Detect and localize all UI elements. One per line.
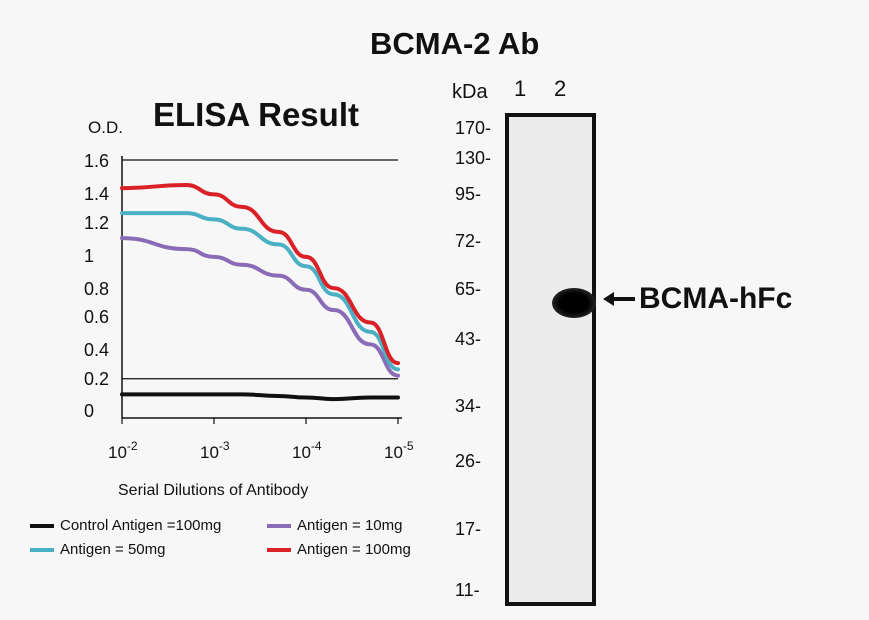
legend-item-50mg: Antigen = 50mg (30, 541, 166, 558)
mw-marker-43: 43- (455, 329, 482, 349)
kda-label: kDa (452, 81, 488, 103)
y-tick-label: 0.2 (84, 369, 109, 389)
series-100mg-line (120, 182, 400, 366)
mw-marker-17: 17- (455, 519, 482, 539)
y-tick-label: 1.6 (84, 151, 109, 171)
x-tick-label: 10-5 (384, 439, 414, 462)
legend-label-10mg: Antigen = 10mg (297, 517, 403, 534)
left-arrow-icon (603, 292, 635, 306)
y-axis-label: O.D. (88, 118, 123, 137)
y-tick-label: 0.4 (84, 340, 109, 360)
bcma-hfc-band (552, 288, 596, 318)
legend-item-100mg: Antigen = 100mg (267, 541, 411, 558)
legend-swatch-100mg (267, 547, 291, 552)
legend-item-10mg: Antigen = 10mg (267, 517, 403, 534)
mw-marker-26: 26- (455, 451, 482, 471)
x-axis-label: Serial Dilutions of Antibody (118, 482, 309, 499)
x-tick-label: 10-3 (200, 439, 230, 462)
y-tick-label: 0 (84, 401, 94, 421)
series-control-line (120, 392, 400, 402)
mw-marker-95: 95- (455, 184, 482, 204)
main-title: BCMA-2 Ab (370, 26, 540, 61)
y-tick-label: 0.6 (84, 307, 109, 327)
x-tick-label: 10-4 (292, 439, 322, 462)
y-tick-label: 1 (84, 246, 94, 266)
legend-label-100mg: Antigen = 100mg (297, 541, 411, 558)
band-label: BCMA-hFc (639, 282, 793, 315)
lane-label-1: 1 (514, 76, 527, 101)
legend-item-control: Control Antigen =100mg (30, 517, 221, 534)
western-blot-membrane (505, 113, 596, 606)
legend-swatch-50mg (30, 547, 54, 552)
mw-marker-34: 34- (455, 396, 482, 416)
y-tick-label: 0.8 (84, 279, 109, 299)
x-tick-label: 10-2 (108, 439, 138, 462)
elisa-chart: 1.6 1.4 1.2 1 0.8 0.6 0.4 0.2 0 10-2 10-3 10-4 10-5 (84, 151, 414, 462)
series-50mg-line (120, 211, 400, 372)
mw-marker-130: 130- (455, 148, 492, 168)
y-tick-label: 1.4 (84, 184, 109, 204)
mw-marker-72: 72- (455, 231, 482, 251)
legend-swatch-10mg (267, 523, 291, 528)
band-annotation: BCMA-hFc (603, 282, 792, 316)
legend-label-control: Control Antigen =100mg (60, 517, 222, 534)
mw-marker-65: 65- (455, 279, 482, 299)
series-10mg-line (120, 236, 400, 378)
mw-marker-11: 11- (455, 580, 480, 600)
elisa-title: ELISA Result (153, 96, 359, 133)
legend-swatch-control (30, 523, 54, 528)
mw-marker-170: 170- (455, 118, 492, 138)
y-tick-label: 1.2 (84, 213, 109, 233)
legend-label-50mg: Antigen = 50mg (60, 541, 166, 558)
lane-label-2: 2 (554, 76, 567, 101)
